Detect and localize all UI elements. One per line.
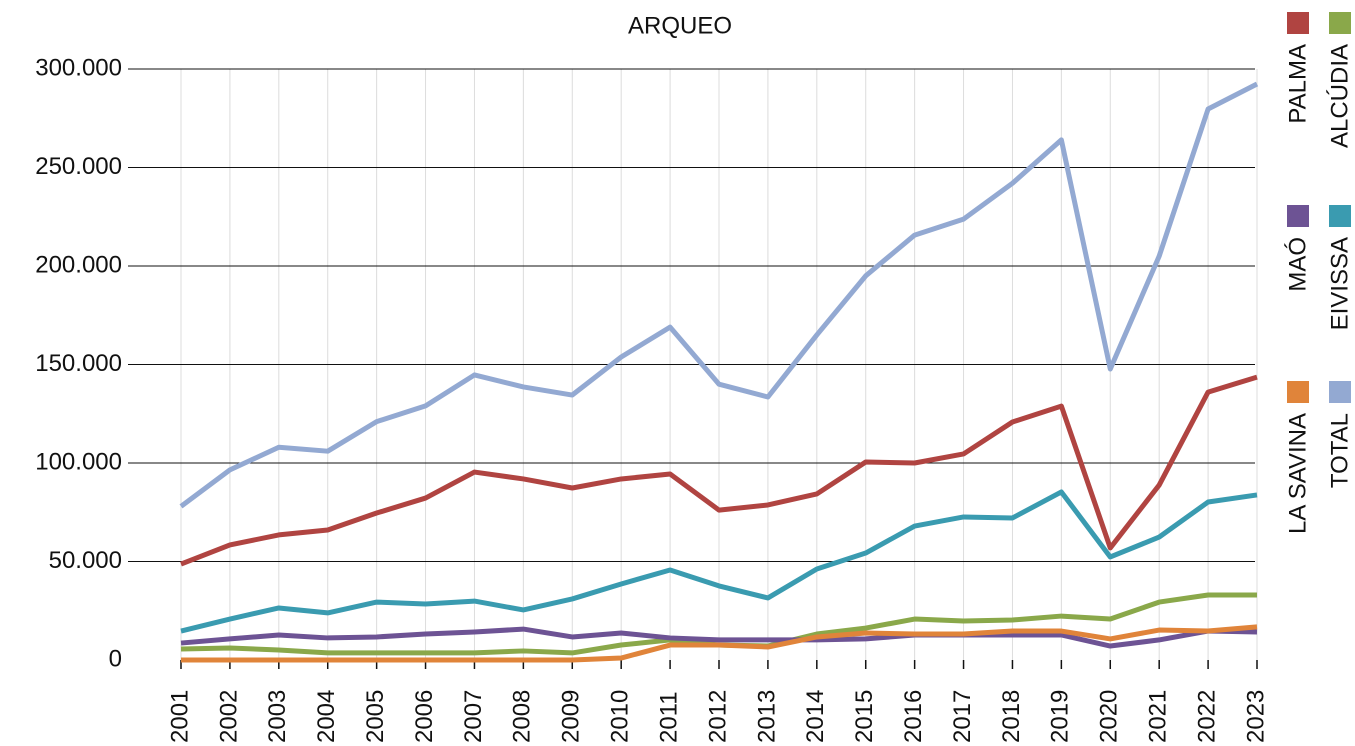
- x-tick-label: 2006: [411, 690, 438, 743]
- x-tick-label: 2002: [215, 690, 242, 743]
- legend-label: TOTAL: [1326, 413, 1353, 488]
- x-tick-label: 2016: [900, 690, 927, 743]
- x-tick-label: 2004: [313, 690, 340, 743]
- y-tick-label: 250.000: [35, 153, 122, 180]
- x-tick-label: 2003: [264, 690, 291, 743]
- series-line: [180, 489, 1258, 634]
- x-tick-label: 2013: [753, 690, 780, 743]
- legend-swatch: [1329, 381, 1351, 403]
- y-tick-label: 200.000: [35, 251, 122, 278]
- x-tick-label: 2005: [362, 690, 389, 743]
- legend-label: LA SAVINA: [1284, 413, 1311, 534]
- x-tick-label: 2017: [949, 690, 976, 743]
- x-tick-label: 2012: [704, 690, 731, 743]
- legend-label: ALCÚDIA: [1326, 44, 1353, 148]
- y-tick-label: 100.000: [35, 448, 122, 475]
- legend-swatch: [1329, 12, 1351, 34]
- x-tick-label: 2001: [166, 690, 193, 743]
- series-line: [181, 624, 1258, 663]
- x-tick-label: 2021: [1145, 690, 1172, 743]
- x-tick-label: 2011: [655, 691, 682, 743]
- x-tick-label: 2015: [851, 690, 878, 743]
- x-tick-label: 2018: [998, 690, 1025, 743]
- legend-label: PALMA: [1284, 44, 1311, 124]
- x-tick-label: 2019: [1047, 690, 1074, 743]
- x-tick-label: 2008: [509, 690, 536, 743]
- x-tick-label: 2009: [558, 690, 585, 743]
- x-tick-label: 2020: [1096, 690, 1123, 743]
- legend-label: MAÓ: [1284, 237, 1311, 292]
- y-tick-label: 50.000: [49, 547, 122, 574]
- x-tick-label: 2010: [607, 690, 634, 743]
- legend-swatch: [1287, 381, 1309, 403]
- y-tick-label: 150.000: [35, 350, 122, 377]
- chart-title: ARQUEO: [628, 12, 732, 39]
- series-line: [180, 374, 1258, 567]
- y-tick-label: 0: [109, 645, 122, 672]
- x-tick-label: 2022: [1193, 690, 1220, 743]
- legend-swatch: [1287, 205, 1309, 227]
- series-line: [179, 81, 1259, 509]
- x-tick-label: 2007: [460, 690, 487, 743]
- x-tick-label: 2014: [802, 690, 829, 743]
- x-tick-label: 2023: [1242, 690, 1269, 743]
- series-line: [180, 626, 1258, 649]
- legend-swatch: [1329, 205, 1351, 227]
- y-tick-label: 300.000: [35, 54, 122, 81]
- legend-swatch: [1287, 12, 1309, 34]
- legend-label: EIVISSA: [1326, 237, 1353, 330]
